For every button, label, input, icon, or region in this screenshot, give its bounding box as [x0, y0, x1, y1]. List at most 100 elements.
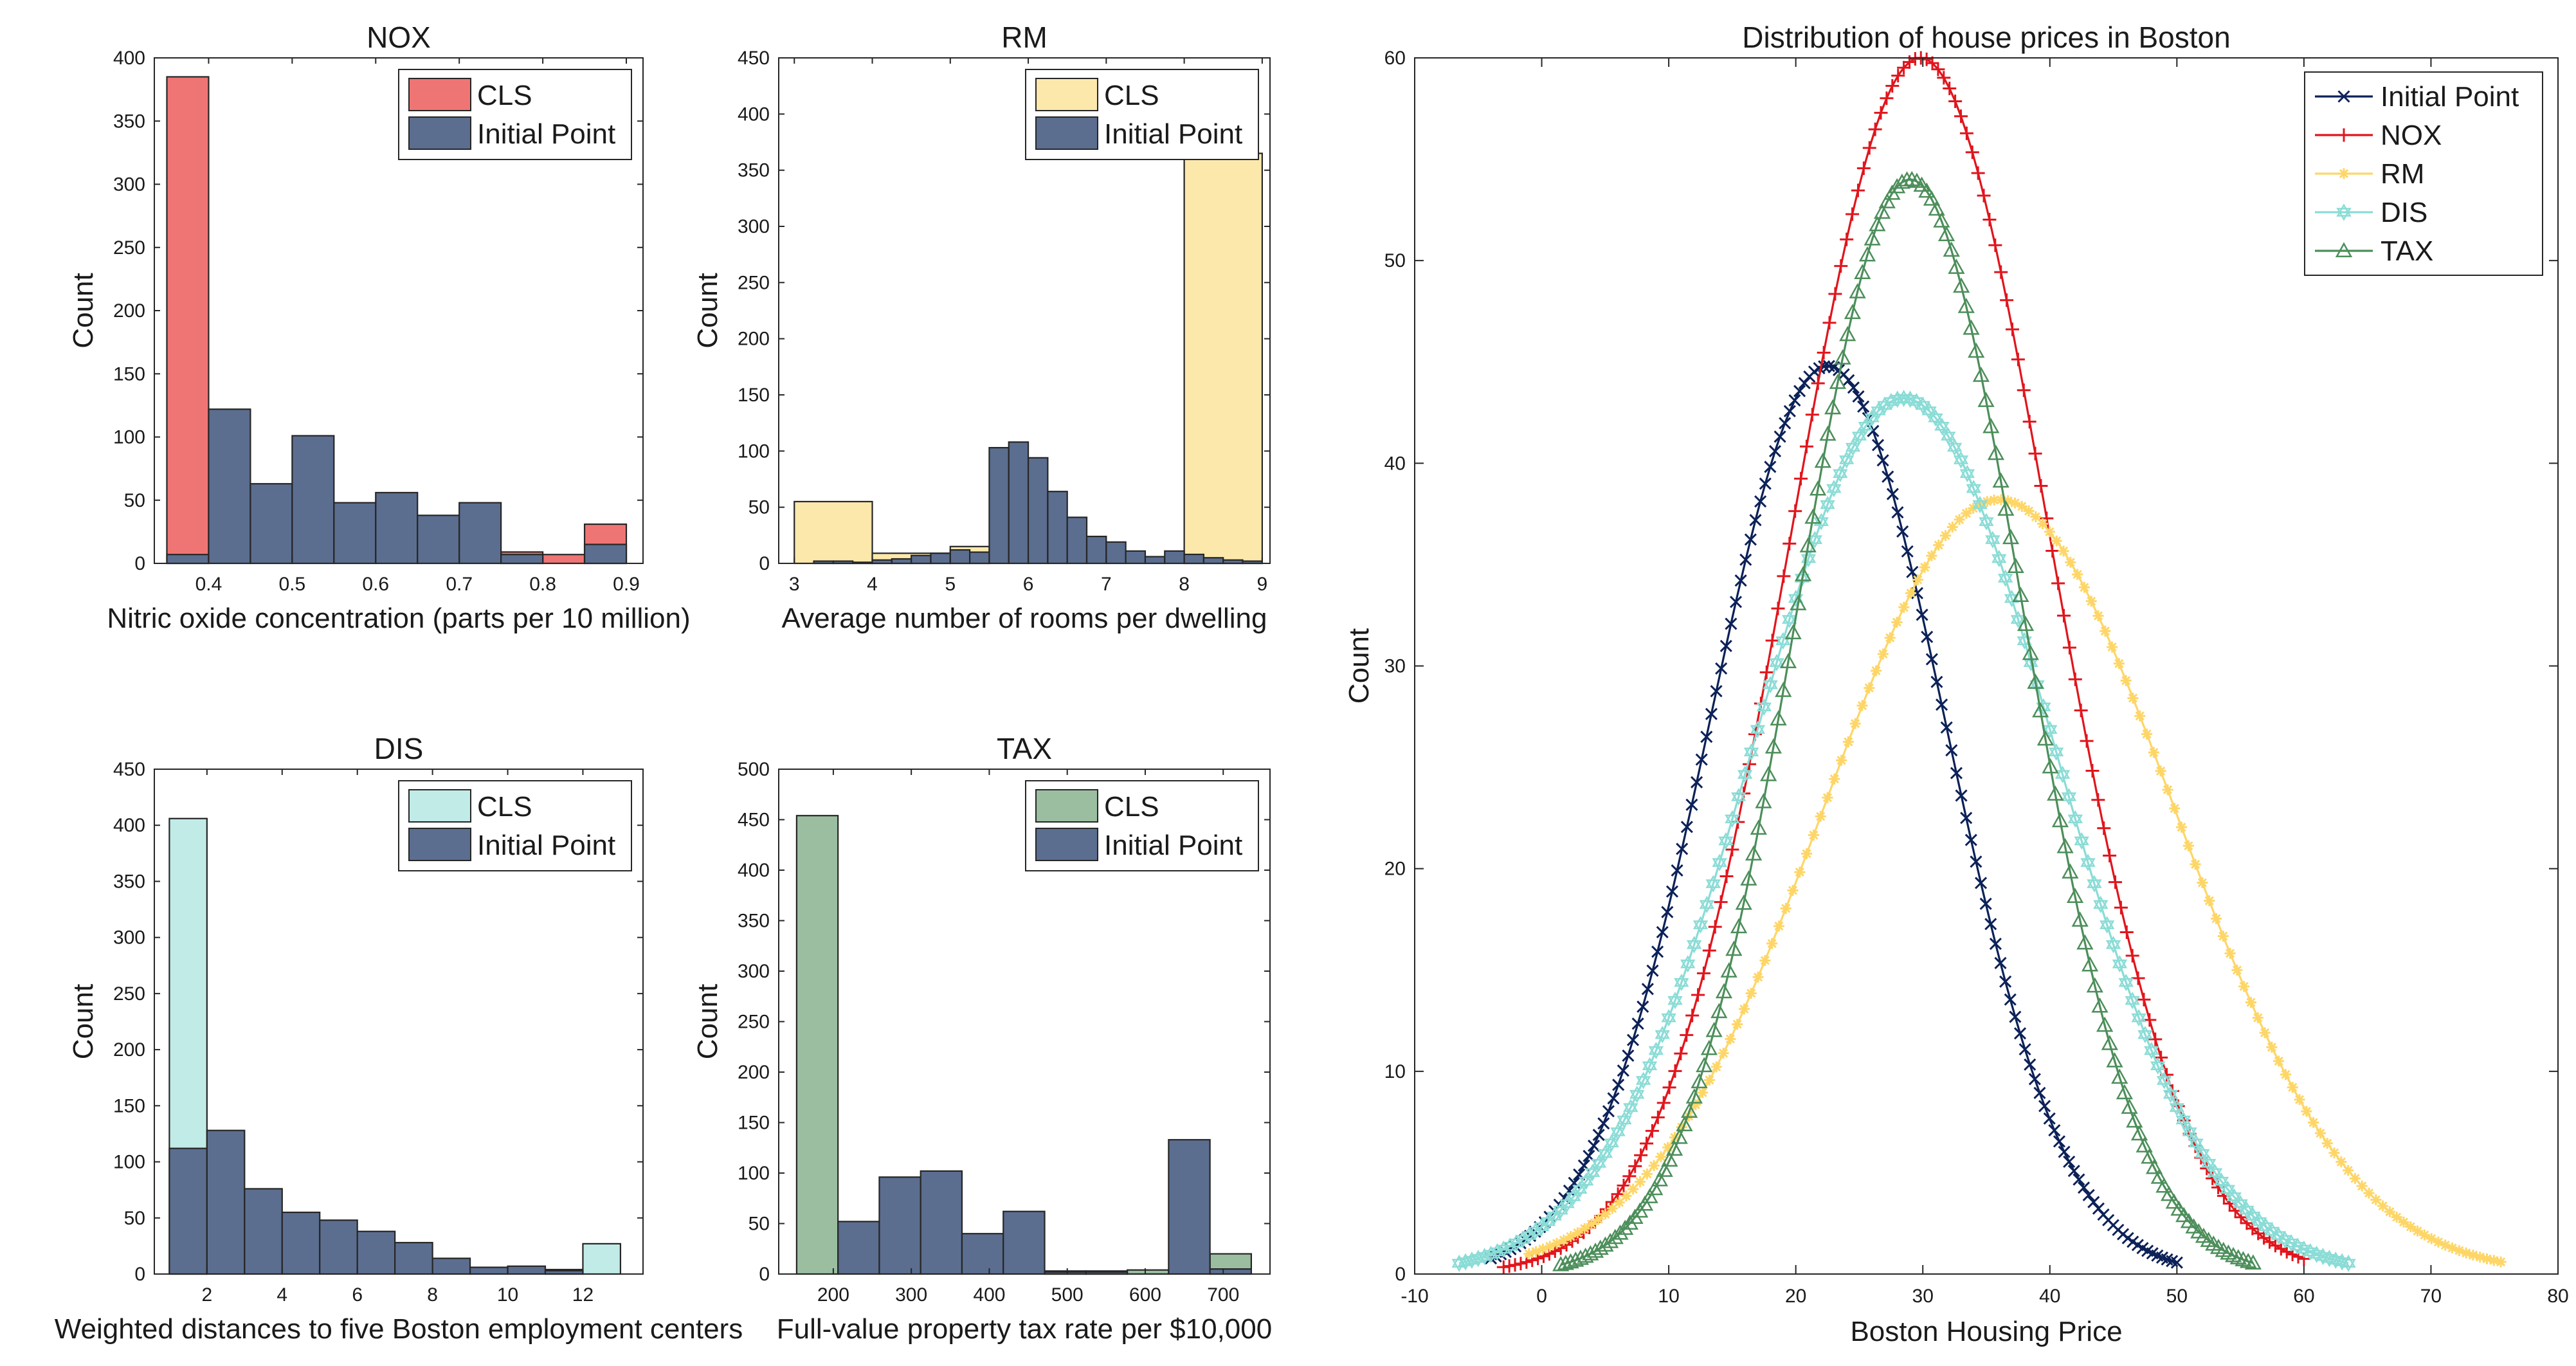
- point-tax: [2086, 977, 2103, 993]
- point-dis: [1743, 743, 1759, 756]
- point-rm: [2412, 1225, 2424, 1237]
- point-dis: [1635, 1071, 1651, 1085]
- point-dis: [1845, 439, 1861, 452]
- point-rm: [1815, 810, 1826, 822]
- point-tax: [1933, 212, 1950, 228]
- nox-bar-initial-point: [333, 502, 377, 565]
- point-rm: [1572, 1227, 1583, 1239]
- point-tax: [1834, 349, 1851, 365]
- point-initial-point: [1999, 975, 2012, 988]
- point-dis: [2105, 936, 2121, 949]
- point-dis-b: [2087, 879, 2102, 893]
- nox-y-tick-label: 0: [134, 553, 145, 574]
- point-tax: [1696, 1057, 1713, 1073]
- point-tax: [1606, 1228, 1624, 1244]
- point-rm: [1551, 1237, 1563, 1249]
- rm-bar-cls: [794, 500, 873, 565]
- point-rm: [2440, 1239, 2451, 1251]
- point-rm: [1600, 1208, 1611, 1220]
- point-nox: [1628, 1159, 1642, 1173]
- point-initial-point: [1597, 1117, 1610, 1130]
- nox-bar-cls: [542, 554, 586, 565]
- point-dis-b: [1946, 442, 1963, 457]
- point-tax: [1957, 298, 1975, 313]
- tax-y-tick-label: 250: [738, 1012, 770, 1033]
- point-dis-b: [1934, 422, 1950, 435]
- point-dis: [1648, 1041, 1664, 1055]
- point-dis: [1979, 513, 1994, 526]
- dis-x-tick-label: 8: [427, 1284, 438, 1306]
- rm-bar-initial-point: [911, 554, 932, 565]
- point-initial-point: [2082, 1188, 2095, 1201]
- point-rm: [2308, 1116, 2319, 1128]
- nox-bar-initial-point: [417, 515, 460, 565]
- point-rm: [1940, 530, 1951, 542]
- point-tax: [1710, 1003, 1728, 1019]
- point-tax: [1646, 1179, 1664, 1196]
- point-dis-b: [1604, 1138, 1619, 1152]
- point-nox: [1834, 259, 1848, 273]
- point-rm: [2037, 518, 2049, 529]
- point-tax: [1913, 176, 1930, 192]
- tax-bar-initial-point: [1209, 1268, 1252, 1275]
- tax-legend-swatch-cls: [1035, 789, 1098, 823]
- rm-legend-swatch-initial-point: [1035, 116, 1098, 150]
- point-dis-b: [1712, 858, 1727, 871]
- point-rm: [2467, 1250, 2479, 1261]
- point-dis: [1928, 409, 1943, 423]
- point-dis-b: [2226, 1192, 2242, 1206]
- point-initial-point: [1984, 918, 1997, 931]
- rm-y-tick-label: 100: [738, 441, 770, 462]
- point-dis-b: [2182, 1127, 2197, 1141]
- point-rm: [2120, 675, 2132, 686]
- point-dis-b: [1635, 1076, 1651, 1089]
- point-tax: [1770, 710, 1787, 725]
- point-initial-point: [1749, 514, 1762, 527]
- point-nox: [1931, 62, 1945, 77]
- price-x-tick-label: 30: [1912, 1286, 1934, 1307]
- point-dis-b: [2017, 636, 2032, 650]
- point-initial-point: [1665, 885, 1679, 898]
- point-dis: [1680, 955, 1696, 969]
- rm-x-tick-label: 9: [1257, 574, 1268, 595]
- series-nox: [1496, 51, 2311, 1274]
- point-dis: [1572, 1180, 1588, 1194]
- point-dis-b: [1591, 1159, 1607, 1172]
- point-nox: [1691, 988, 1705, 1002]
- price-legend-label: TAX: [2381, 235, 2433, 267]
- point-dis-b: [1489, 1247, 1505, 1261]
- point-rm: [1586, 1218, 1597, 1230]
- point-tax: [2155, 1177, 2173, 1193]
- point-nox: [1777, 569, 1791, 583]
- point-dis: [2137, 1026, 2153, 1039]
- point-initial-point: [1857, 400, 1870, 413]
- tax-y-tick-label: 500: [738, 759, 770, 780]
- point-rm: [1995, 494, 2007, 505]
- point-dis: [2067, 810, 2083, 824]
- price-legend-marker-rm: [2338, 168, 2350, 179]
- point-nox: [2011, 352, 2025, 367]
- point-tax: [1715, 983, 1733, 999]
- point-dis-b: [1534, 1222, 1550, 1235]
- rm-x-tick-label: 3: [789, 574, 800, 595]
- point-dis-b: [2093, 900, 2109, 913]
- point-dis: [1782, 610, 1797, 624]
- point-nox: [2109, 875, 2123, 889]
- point-tax: [1720, 962, 1737, 978]
- tax-title: TAX: [997, 732, 1052, 765]
- point-rm: [2280, 1069, 2291, 1080]
- point-dis: [2042, 720, 2058, 734]
- point-nox: [1874, 105, 1888, 120]
- dis-legend-swatch-cls: [408, 789, 471, 823]
- point-dis-b: [1921, 406, 1937, 420]
- point-dis: [1674, 974, 1689, 987]
- point-initial-point: [1661, 906, 1674, 918]
- point-rm: [2433, 1236, 2444, 1248]
- nox-bar-initial-point: [291, 435, 335, 565]
- point-rm: [2127, 692, 2139, 704]
- point-initial-point: [2087, 1196, 2100, 1208]
- point-rm: [2176, 821, 2188, 833]
- point-dis: [2296, 1240, 2312, 1254]
- dis-y-tick-label: 100: [113, 1152, 145, 1173]
- point-rm: [2287, 1082, 2298, 1093]
